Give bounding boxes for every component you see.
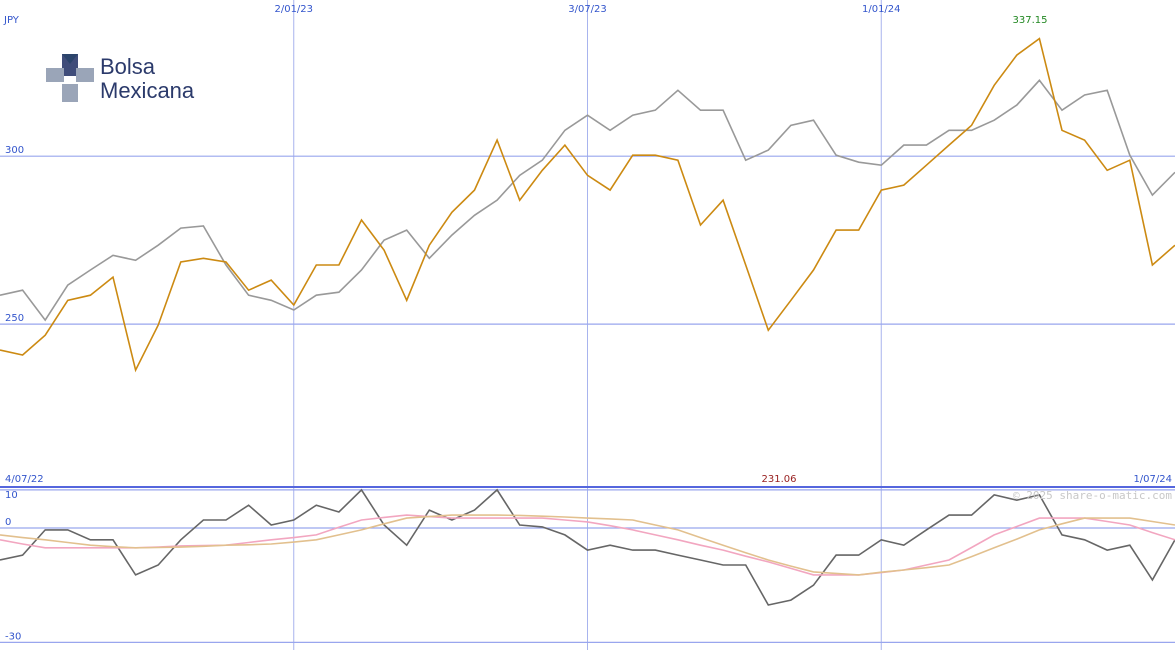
logo: Bolsa Mexicana — [46, 54, 195, 103]
y-tick-label: 10 — [5, 490, 18, 501]
series-line — [0, 37, 1175, 373]
x-tick-label: 1/07/24 — [1133, 474, 1172, 485]
series-line — [0, 514, 1175, 576]
series-line — [0, 514, 1175, 576]
y-tick-label: -30 — [5, 631, 21, 642]
logo-text: Mexicana — [100, 78, 195, 103]
watermark: © 2025 share-o-matic.com — [1013, 489, 1172, 502]
x-tick-label: 1/01/24 — [862, 4, 901, 15]
x-tick-label: 3/07/23 — [568, 4, 607, 15]
x-tick-label: 4/07/22 — [5, 474, 44, 485]
series-line — [0, 488, 1175, 606]
logo-text: Bolsa — [100, 54, 156, 79]
x-tick-label: 2/01/23 — [274, 4, 313, 15]
y-tick-label: 250 — [5, 313, 24, 324]
unit-label: JPY — [3, 15, 20, 26]
min-annotation: 231.06 — [762, 474, 797, 485]
y-tick-label: 0 — [5, 517, 11, 528]
series-line — [0, 79, 1175, 322]
max-annotation: 337.15 — [1013, 15, 1048, 26]
y-tick-label: 300 — [5, 145, 24, 156]
